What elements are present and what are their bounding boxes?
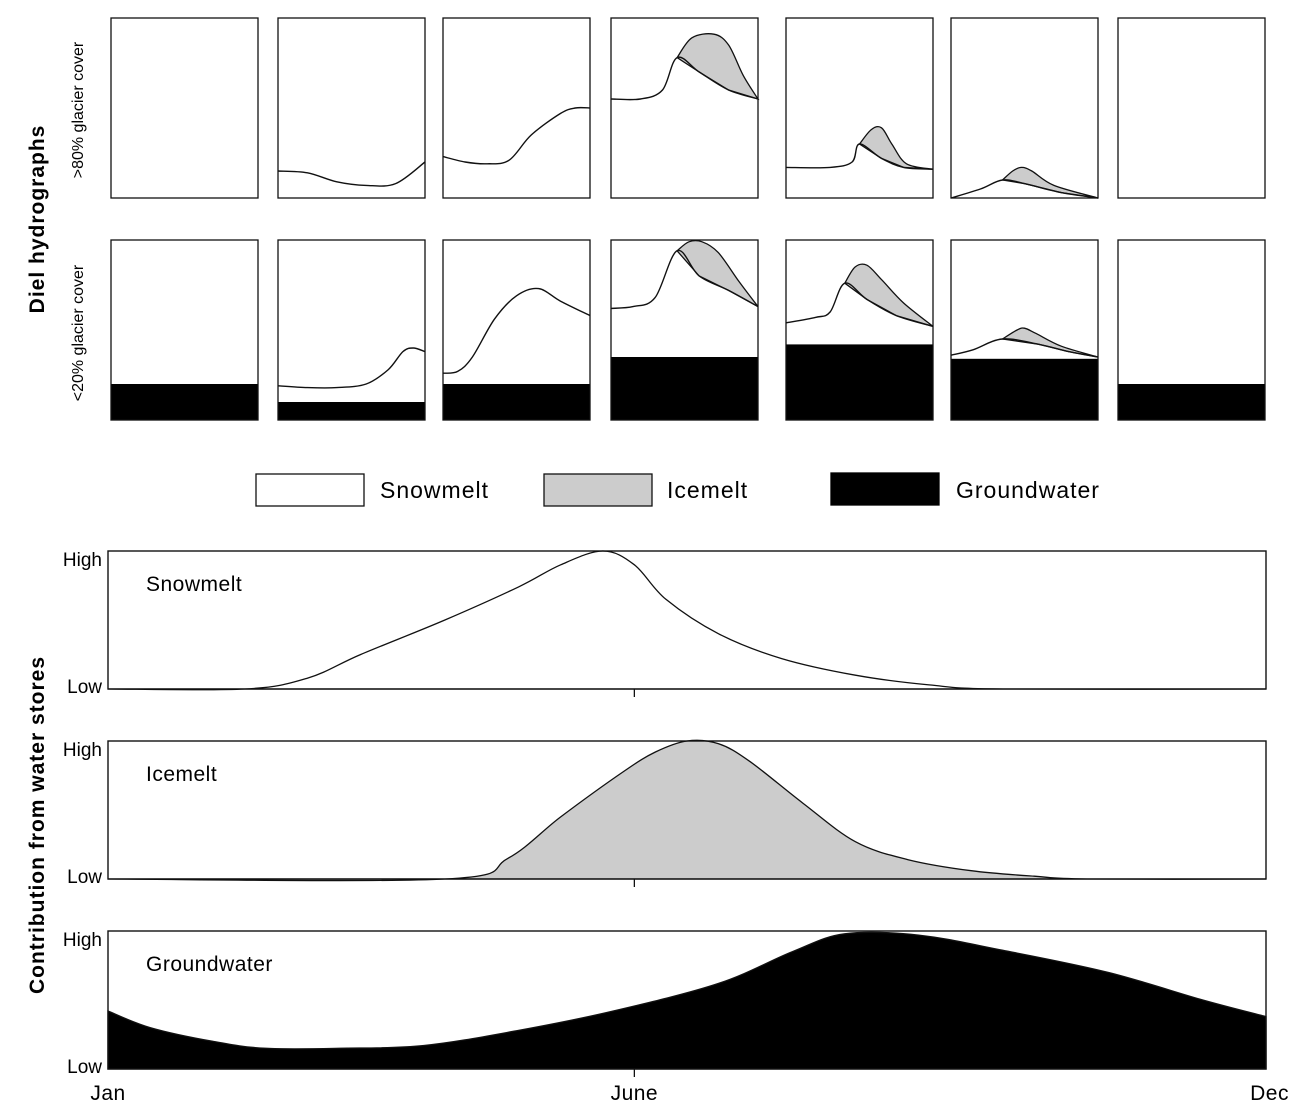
snowmelt-line [610, 56, 759, 101]
panel-frame [610, 239, 759, 421]
groundwater-area [107, 931, 1267, 1070]
snowmelt-line [950, 338, 1099, 358]
row-label-high-glacier: >80% glacier cover [70, 41, 87, 178]
hydrograph-panel [442, 17, 591, 199]
legend-label-groundwater: Groundwater [956, 477, 1100, 503]
panel-title: Snowmelt [146, 573, 242, 596]
legend-swatch-groundwater [830, 472, 940, 506]
icemelt-area [676, 239, 759, 308]
snowmelt-line [950, 179, 1099, 199]
hydrograph-panel [785, 239, 934, 421]
diel-hydrograph-grid [110, 17, 1266, 421]
panel-frame [277, 239, 426, 421]
hydrograph-panel [785, 17, 934, 199]
hydrograph-panel [277, 239, 426, 421]
panel-frame [442, 17, 591, 199]
panel-frame [950, 239, 1099, 421]
y-tick-low: Low [67, 677, 102, 698]
hydrograph-panel [610, 17, 760, 199]
hydrograph-panel [950, 239, 1099, 421]
legend-label-icemelt: Icemelt [667, 477, 748, 503]
panel-frame [110, 17, 259, 199]
snowmelt-line [785, 143, 934, 170]
y-tick-high: High [63, 550, 102, 571]
panel-frame [110, 239, 259, 421]
snowmelt-line [785, 282, 934, 328]
hydrograph-panel [950, 17, 1099, 199]
x-tick-label: June [611, 1082, 659, 1105]
snowmelt-line [442, 106, 591, 165]
y-tick-high: High [63, 740, 102, 761]
hydrograph-panel [442, 239, 591, 421]
panel-frame [785, 17, 934, 199]
icemelt-area [843, 263, 934, 328]
y-label-contribution: Contribution from water stores [26, 656, 49, 994]
groundwater-block [443, 384, 590, 420]
snowmelt-line [277, 347, 426, 389]
panel-frame [1117, 17, 1266, 199]
icemelt-area [1000, 327, 1099, 358]
hydrograph-panel [610, 239, 759, 421]
hydrograph-panel [110, 239, 259, 421]
panel-frame [1117, 239, 1266, 421]
panel-frame [107, 550, 1267, 690]
groundwater-block [951, 358, 1098, 420]
contribution-panel-snowmelt: Snowmelt High Low [63, 550, 1267, 698]
hydrograph-panel [110, 17, 259, 199]
legend-swatch-icemelt [543, 473, 653, 507]
panel-frame [785, 239, 934, 421]
contribution-panels: SnowmeltHighLowIcemeltHighLowGroundwater… [63, 550, 1267, 1078]
panel-frame [107, 740, 1267, 880]
hydrograph-panel [1117, 239, 1266, 421]
x-axis: Jan June Dec [90, 1082, 1289, 1105]
icemelt-area [107, 739, 1267, 882]
groundwater-block [1118, 384, 1265, 420]
groundwater-block [786, 344, 933, 420]
legend-swatch-snowmelt [255, 473, 365, 507]
snowmelt-line [277, 161, 426, 187]
snowmelt-area [107, 550, 1267, 691]
icemelt-area [1001, 166, 1099, 199]
x-tick-label: Jan [90, 1082, 125, 1105]
icemelt-area [676, 33, 760, 101]
snowmelt-line [442, 287, 591, 374]
hydrograph-panel [277, 17, 426, 199]
panel-frame [442, 239, 591, 421]
icemelt-area [858, 125, 934, 170]
legend-label-snowmelt: Snowmelt [380, 477, 489, 503]
x-tick-label: Dec [1250, 1082, 1289, 1105]
panel-frame [107, 930, 1267, 1070]
hydrograph-panel [1117, 17, 1266, 199]
snowmelt-line [610, 249, 759, 310]
panel-frame [610, 17, 759, 199]
contribution-panel-icemelt: Icemelt High Low [63, 739, 1267, 888]
y-tick-low: Low [67, 867, 102, 888]
contribution-panel-groundwater: Groundwater High Low [63, 930, 1267, 1078]
groundwater-block [278, 402, 425, 420]
panel-title: Groundwater [146, 953, 273, 976]
y-tick-high: High [63, 930, 102, 951]
panel-frame [950, 17, 1099, 199]
y-tick-low: Low [67, 1057, 102, 1078]
row-label-low-glacier: <20% glacier cover [70, 264, 87, 401]
legend: Snowmelt Icemelt Groundwater [255, 472, 1100, 507]
panel-title: Icemelt [146, 763, 217, 786]
y-label-diel-hydrographs: Diel hydrographs [26, 125, 49, 314]
groundwater-block [111, 384, 258, 420]
panel-frame [277, 17, 426, 199]
groundwater-block [611, 357, 758, 420]
